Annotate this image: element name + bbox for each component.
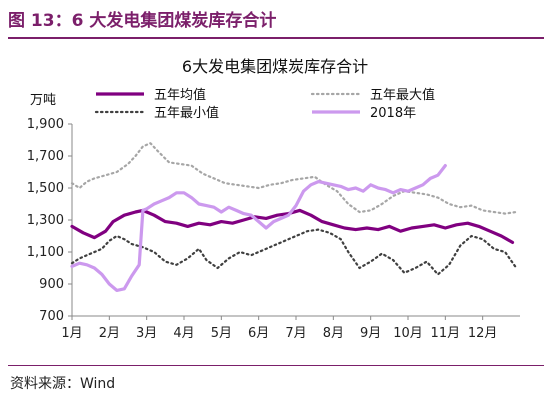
x-tick-label: 5月 (211, 326, 232, 341)
legend-label: 五年最小值 (154, 105, 219, 121)
series-line-1 (70, 142, 518, 215)
x-tick-label: 9月 (360, 326, 381, 341)
series-group (70, 142, 518, 292)
y-tick-label: 1,500 (27, 181, 64, 196)
y-axis-unit: 万吨 (30, 93, 56, 108)
x-tick-label: 6月 (248, 326, 269, 341)
x-tick-label: 10月 (393, 326, 423, 341)
x-tick-label: 8月 (323, 326, 344, 341)
y-tick-label: 1,900 (27, 117, 64, 132)
y-tick-label: 700 (39, 309, 64, 324)
legend-label: 五年最大值 (370, 87, 435, 103)
chart-container: 6大发电集团煤炭库存合计 万吨 五年均值 五年最大值五年最小值 2018年 1,90… (0, 44, 550, 364)
y-tick-label: 1,100 (27, 245, 64, 260)
series-line-3 (70, 163, 447, 292)
chart-title: 6大发电集团煤炭库存合计 (182, 57, 368, 76)
y-tick-label: 900 (39, 277, 64, 292)
footer-divider (8, 365, 544, 366)
legend-label: 2018年 (370, 106, 416, 121)
figure-label: 图 13： (8, 11, 72, 31)
x-tick-label: 7月 (285, 326, 306, 341)
figure-title: 图 13：6 大发电集团煤炭库存合计 (8, 6, 276, 31)
figure-header: 图 13：6 大发电集团煤炭库存合计 (0, 0, 550, 40)
source-note: 资料来源：Wind (10, 376, 116, 392)
y-tick-label: 1,300 (27, 213, 64, 228)
figure-title-text: 6 大发电集团煤炭库存合计 (71, 11, 277, 31)
y-tick-label: 1,700 (27, 149, 64, 164)
x-tick-label: 1月 (61, 326, 82, 341)
x-tick-label: 2月 (99, 326, 120, 341)
x-tick-label: 4月 (173, 326, 194, 341)
legend-label: 五年均值 (154, 87, 206, 103)
x-tick-label: 3月 (136, 326, 157, 341)
series-line-2 (70, 228, 518, 276)
header-divider (8, 37, 544, 39)
axes: 1,900 1,700 1,500 1,300 1,100 900 700 1月 2月 3月 4月 5… (27, 117, 520, 341)
x-tick-label: 11月 (431, 326, 461, 341)
x-tick-label: 12月 (468, 326, 498, 341)
